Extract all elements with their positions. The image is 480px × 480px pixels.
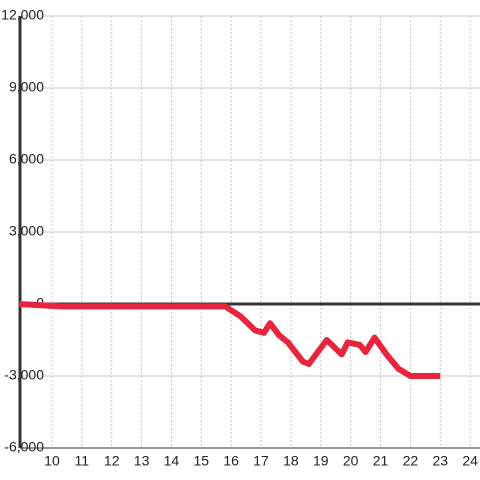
x-tick-label: 23: [432, 453, 448, 469]
y-tick-label: 3,000: [9, 223, 44, 239]
y-tick-label: 9,000: [9, 79, 44, 95]
x-tick-label: 22: [403, 453, 419, 469]
y-tick-label: -6,000: [4, 439, 44, 455]
y-tick-label: -3,000: [4, 367, 44, 383]
x-tick-label: 10: [44, 453, 60, 469]
x-tick-label: 11: [75, 453, 90, 469]
x-tick-label: 13: [134, 453, 150, 469]
y-tick-label: 12,000: [1, 7, 44, 23]
x-tick-label: 14: [164, 453, 180, 469]
x-tick-label: 15: [194, 453, 210, 469]
x-tick-label: 18: [283, 453, 299, 469]
x-tick-label: 19: [313, 453, 329, 469]
x-tick-label: 17: [253, 453, 269, 469]
x-tick-label: 12: [104, 453, 120, 469]
y-tick-label: 6,000: [9, 151, 44, 167]
x-tick-label: 24: [462, 453, 478, 469]
x-tick-label: 20: [343, 453, 359, 469]
series-line: [18, 301, 441, 379]
x-tick-label: 16: [223, 453, 239, 469]
x-tick-label: 21: [373, 453, 389, 469]
